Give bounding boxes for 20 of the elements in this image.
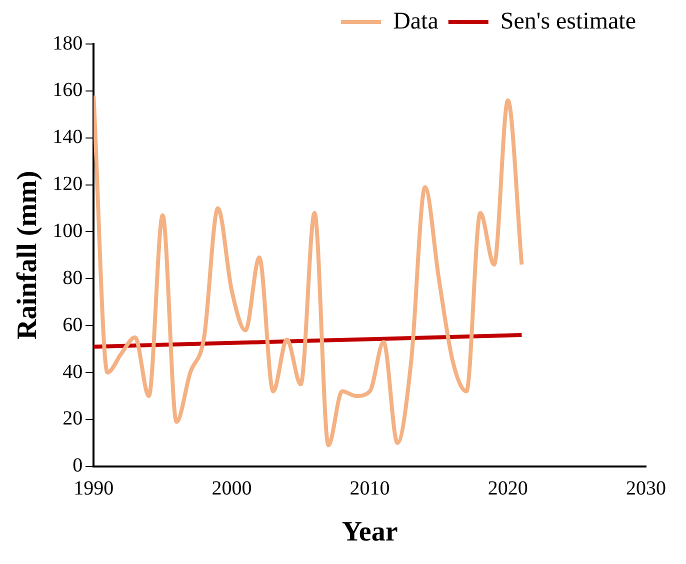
y-tick-label: 100 <box>52 220 83 242</box>
y-axis-title: Rainfall (mm) <box>12 170 44 340</box>
y-tick-label: 120 <box>52 173 83 196</box>
y-tick-label: 140 <box>52 126 83 148</box>
y-tick-label: 80 <box>62 266 83 289</box>
y-tick-label: 40 <box>62 360 83 383</box>
y-tick-label: 60 <box>62 314 83 336</box>
y-tick-label: 180 <box>52 32 83 54</box>
x-axis-title: Year <box>342 516 398 548</box>
legend-label: Data <box>393 8 439 34</box>
x-tick-label: 1990 <box>74 478 114 500</box>
y-tick-label: 160 <box>52 79 83 102</box>
legend-label: Sen's estimate <box>500 8 636 34</box>
x-tick-label: 2030 <box>626 478 666 500</box>
x-tick-label: 2010 <box>350 478 390 500</box>
y-tick-label: 0 <box>72 454 83 477</box>
x-tick-label: 2000 <box>212 478 252 500</box>
line-series <box>94 94 524 448</box>
y-tick-label: 20 <box>62 408 83 430</box>
x-tick-label: 2020 <box>488 478 528 500</box>
